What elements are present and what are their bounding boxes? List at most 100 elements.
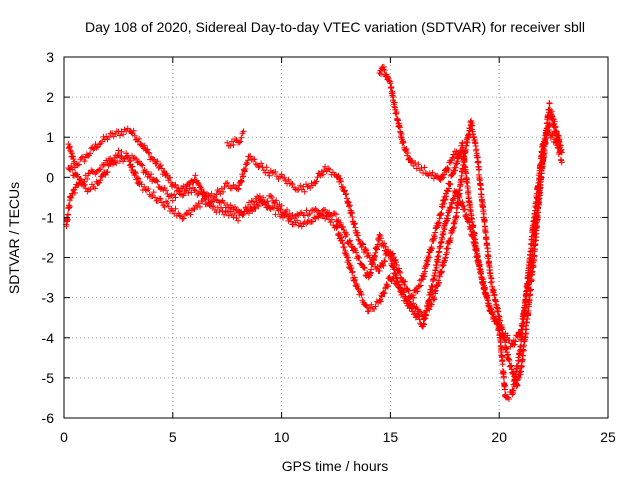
- data-point: [468, 120, 475, 127]
- data-point: [393, 108, 400, 115]
- data-point: [474, 253, 481, 260]
- data-point: [124, 125, 131, 132]
- data-point: [496, 325, 503, 332]
- data-point: [384, 283, 391, 290]
- data-point: [256, 193, 263, 200]
- data-point: [238, 178, 245, 185]
- data-point: [456, 151, 463, 158]
- data-point: [364, 303, 371, 310]
- data-point: [386, 77, 393, 84]
- data-point: [220, 188, 227, 195]
- data-point: [163, 187, 169, 194]
- data-point: [441, 196, 448, 203]
- data-point: [242, 165, 249, 172]
- data-point: [158, 199, 165, 206]
- data-point: [377, 71, 384, 78]
- data-point: [402, 278, 409, 285]
- data-point: [476, 166, 483, 173]
- data-point: [417, 282, 424, 289]
- data-point: [506, 357, 513, 364]
- data-point: [65, 211, 72, 218]
- data-point: [481, 217, 488, 224]
- data-point: [80, 153, 87, 160]
- data-point: [402, 297, 409, 304]
- data-point: [175, 187, 182, 194]
- data-point: [470, 232, 477, 239]
- data-point: [192, 187, 199, 194]
- data-point: [231, 210, 238, 217]
- data-point: [337, 231, 344, 238]
- data-point: [376, 231, 383, 238]
- data-point: [355, 236, 362, 243]
- data-point: [101, 161, 108, 168]
- data-point: [135, 175, 142, 182]
- data-point: [241, 168, 248, 175]
- data-point: [380, 66, 387, 73]
- data-point: [546, 100, 553, 107]
- data-point: [403, 146, 410, 153]
- data-point: [552, 123, 559, 130]
- data-point: [180, 215, 187, 222]
- data-point: [224, 179, 231, 186]
- y-tick-label: 3: [46, 49, 54, 65]
- data-point: [167, 193, 174, 200]
- data-point: [344, 254, 351, 261]
- data-point: [440, 200, 447, 207]
- data-point: [522, 304, 529, 311]
- data-point: [154, 178, 161, 185]
- data-markers: [63, 63, 565, 403]
- data-point: [396, 268, 403, 275]
- data-point: [202, 195, 209, 202]
- data-point: [327, 211, 334, 218]
- data-point: [455, 151, 462, 158]
- data-point: [349, 269, 356, 276]
- data-point: [556, 147, 563, 154]
- data-point: [333, 211, 339, 218]
- data-point: [165, 203, 172, 210]
- data-point: [144, 146, 151, 153]
- data-point: [338, 234, 345, 241]
- grid: [64, 57, 608, 418]
- chart-title: Day 108 of 2020, Sidereal Day-to-day VTE…: [85, 19, 585, 35]
- data-point: [321, 167, 328, 174]
- data-point: [555, 134, 562, 141]
- data-point: [339, 240, 346, 247]
- data-point: [390, 93, 397, 100]
- data-point: [349, 268, 356, 275]
- data-point: [197, 203, 203, 210]
- data-point: [365, 307, 372, 314]
- data-point: [256, 163, 263, 170]
- data-point: [250, 198, 257, 205]
- data-point: [213, 191, 220, 198]
- data-point: [501, 386, 508, 393]
- data-point: [517, 343, 524, 350]
- data-point: [362, 245, 369, 252]
- data-point: [275, 207, 282, 214]
- data-point: [400, 291, 407, 298]
- data-point: [456, 194, 463, 201]
- data-point: [149, 193, 156, 200]
- data-point: [184, 210, 191, 217]
- data-point: [389, 257, 396, 264]
- data-point: [258, 160, 265, 167]
- data-point: [221, 199, 228, 206]
- data-point: [410, 162, 417, 169]
- data-point: [235, 186, 242, 193]
- data-point: [354, 232, 361, 239]
- data-point: [401, 281, 408, 288]
- data-point: [542, 137, 549, 144]
- data-point: [228, 138, 235, 145]
- data-point: [428, 290, 435, 297]
- data-point: [322, 207, 329, 214]
- data-point: [447, 180, 454, 187]
- data-point: [238, 134, 245, 141]
- data-point: [96, 166, 103, 173]
- data-point: [224, 208, 231, 215]
- data-point: [151, 156, 158, 163]
- data-point: [557, 156, 564, 163]
- series-track-3: [65, 113, 563, 403]
- data-point: [553, 128, 560, 135]
- data-point: [470, 235, 477, 242]
- data-point: [187, 211, 194, 218]
- data-point: [381, 67, 388, 74]
